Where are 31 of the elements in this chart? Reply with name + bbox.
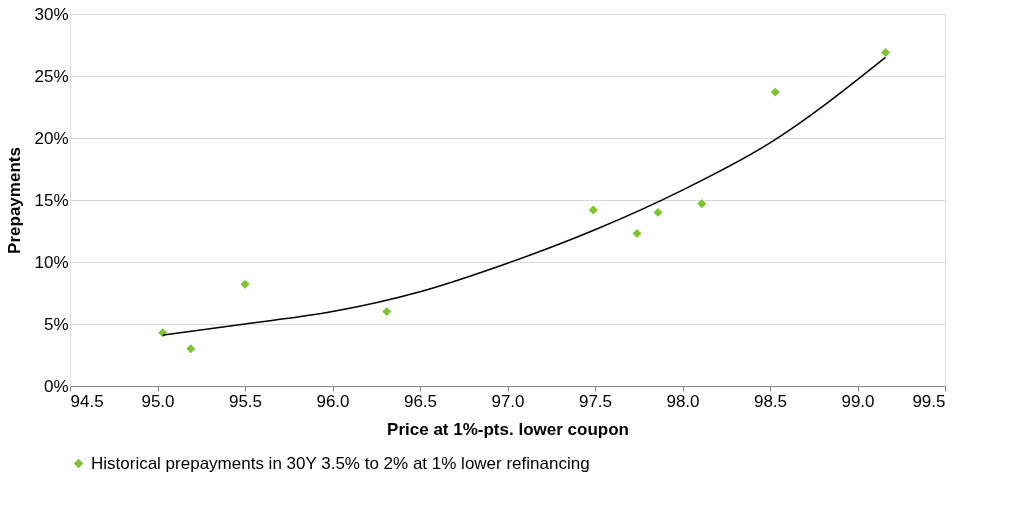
legend-label: Historical prepayments in 30Y 3.5% to 2% at 1% lower refinancing	[91, 453, 590, 473]
y-axis-title: Prepayments	[5, 147, 25, 254]
x-tick-label: 98.5	[753, 391, 788, 411]
point	[158, 328, 168, 338]
x-tick-label: 94.5	[70, 391, 104, 411]
x-tick-label: 99.0	[841, 391, 875, 411]
x-tick-label: 97.5	[578, 391, 613, 411]
x-tick-label: 95.5	[228, 391, 263, 411]
point	[588, 205, 598, 215]
x-tick-label: 96.0	[316, 391, 350, 411]
y-tick-label: 5%	[43, 314, 69, 334]
point	[653, 207, 663, 217]
point	[632, 229, 642, 238]
x-tick-label: 97.0	[491, 391, 525, 411]
x-tick-label: 99.5	[912, 391, 946, 411]
x-axis-title: Price at 1%-pts. lower coupon	[387, 419, 629, 439]
x-tick-label: 95.0	[141, 391, 175, 411]
y-tick-label: 30%	[34, 4, 69, 24]
y-tick-label: 10%	[34, 252, 69, 272]
x-tick-label: 98.0	[666, 391, 700, 411]
point	[770, 87, 780, 97]
point	[881, 47, 890, 57]
x-tick-label: 96.5	[403, 391, 438, 411]
point	[697, 199, 707, 209]
point	[186, 344, 196, 354]
y-tick-label: 20%	[34, 128, 69, 148]
y-tick-label: 15%	[34, 190, 69, 210]
y-tick-label: 25%	[34, 66, 69, 86]
point	[240, 279, 250, 289]
y-tick-label: 0%	[43, 376, 69, 396]
point	[382, 307, 392, 317]
